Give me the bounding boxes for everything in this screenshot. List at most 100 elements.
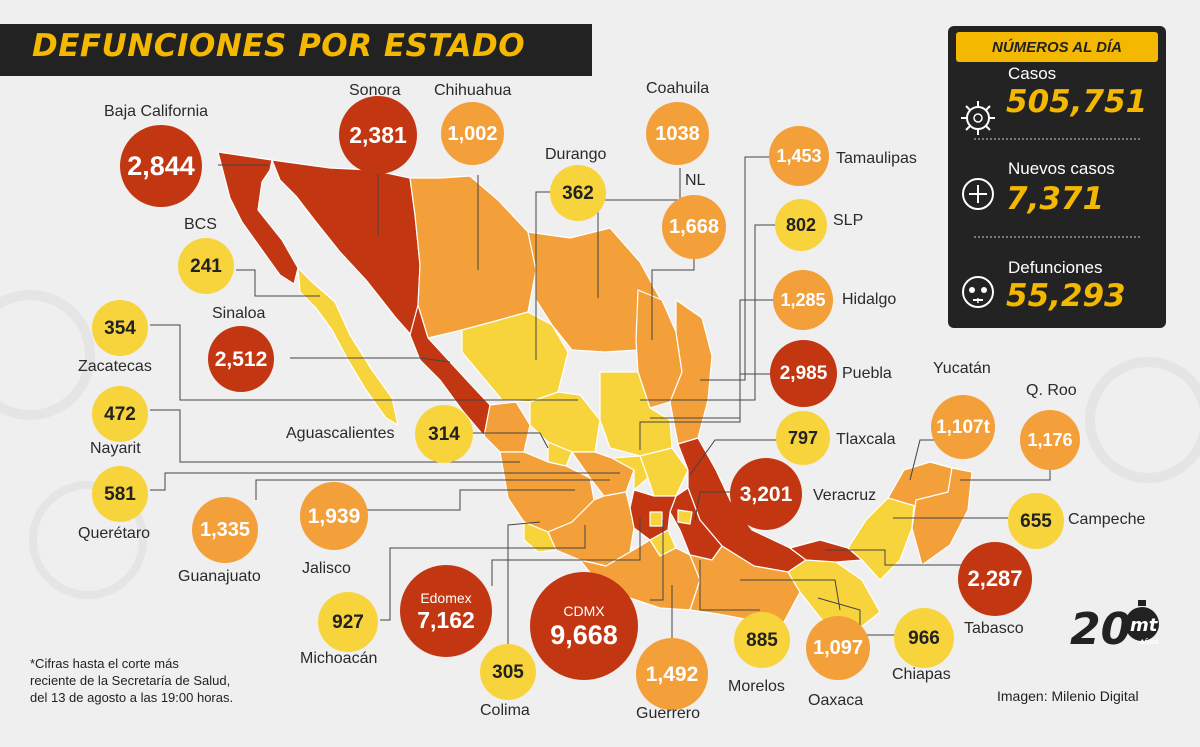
footnote-line: *Cifras hasta el corte más xyxy=(30,656,179,671)
state-value-oaxaca: 1,097 xyxy=(812,637,864,659)
stat-new-cases-label: Nuevos casos xyxy=(1008,159,1115,178)
bubble-yucat-n: 1,107t xyxy=(931,395,995,459)
stat-new-cases-value: 7,371 xyxy=(1006,181,1105,217)
state-value-guerrero: 1,492 xyxy=(645,662,699,686)
map-queretaro xyxy=(611,455,649,491)
bubble-quer-taro: 581 xyxy=(92,466,148,522)
state-value-yucat-n: 1,107t xyxy=(936,416,990,438)
bubble-slp: 802 xyxy=(775,199,827,251)
bubble-coahuila: 1038 xyxy=(646,102,709,165)
bubble-puebla: 2,985 xyxy=(770,340,837,407)
bubble-tabasco: 2,287 xyxy=(958,542,1032,616)
state-name-campeche: Campeche xyxy=(1068,511,1146,528)
state-name-michoac-n: Michoacán xyxy=(300,650,378,667)
title-bar: DEFUNCIONES POR ESTADO xyxy=(0,24,592,76)
map-baja-california xyxy=(217,151,299,285)
map-nayarit xyxy=(483,401,531,453)
stat-deaths-value: 55,293 xyxy=(1006,278,1126,314)
state-name-tamaulipas: Tamaulipas xyxy=(836,150,917,167)
state-name-guanajuato: Guanajuato xyxy=(178,568,261,585)
state-name-veracruz: Veracruz xyxy=(813,487,877,504)
state-value-durango: 362 xyxy=(562,182,594,204)
separator xyxy=(974,138,1140,140)
state-value-zacatecas: 354 xyxy=(104,317,136,339)
map-hidalgo xyxy=(639,447,689,497)
stat-deaths-label: Defunciones xyxy=(1008,258,1103,277)
state-name-nayarit: Nayarit xyxy=(90,440,141,457)
state-name-coahuila: Coahuila xyxy=(646,80,710,97)
bubble-edomex: Edomex 7,162 xyxy=(400,565,492,657)
state-name-cdmx: CDMX xyxy=(563,602,605,619)
bubble-campeche: 655 xyxy=(1008,493,1064,549)
state-value-tamaulipas: 1,453 xyxy=(776,146,822,166)
bubble-bcs: 241 xyxy=(178,238,234,294)
state-name-tlaxcala: Tlaxcala xyxy=(836,431,896,448)
state-name-oaxaca: Oaxaca xyxy=(808,692,864,709)
state-value-morelos: 885 xyxy=(746,629,778,651)
bubble-guanajuato: 1,335 xyxy=(192,497,258,563)
state-value-slp: 802 xyxy=(785,215,817,235)
stats-panel: NÚMEROS AL DÍA Casos 505,751 Nuevos caso… xyxy=(948,26,1166,328)
bubble-q-roo: 1,176 xyxy=(1020,410,1080,470)
state-value-bcs: 241 xyxy=(190,255,222,277)
logo-number: 20 xyxy=(1070,604,1131,654)
state-value-hidalgo: 1,285 xyxy=(780,290,826,310)
logo-brand: mt xyxy=(1130,615,1159,636)
state-value-sonora: 2,381 xyxy=(349,121,407,148)
state-name-chiapas: Chiapas xyxy=(892,666,951,683)
state-value-campeche: 655 xyxy=(1020,510,1052,532)
state-name-baja-california: Baja California xyxy=(104,103,209,120)
image-credit: Imagen: Milenio Digital xyxy=(997,688,1139,704)
state-name-edomex: Edomex xyxy=(420,589,472,606)
map-oaxaca xyxy=(689,545,801,623)
state-value-cdmx: 9,668 xyxy=(550,619,618,650)
state-name-chihuahua: Chihuahua xyxy=(434,82,512,99)
bubble-chiapas: 966 xyxy=(894,608,954,668)
state-name-durango: Durango xyxy=(545,146,607,163)
state-value-nayarit: 472 xyxy=(104,403,136,425)
bubble-durango: 362 xyxy=(550,165,606,221)
bubble-veracruz: 3,201 xyxy=(730,458,802,530)
state-value-aguascalientes: 314 xyxy=(428,423,460,445)
map-sonora xyxy=(271,159,429,346)
state-value-nl: 1,668 xyxy=(668,216,720,238)
state-value-sinaloa: 2,512 xyxy=(214,347,268,371)
state-name-puebla: Puebla xyxy=(842,365,892,382)
state-value-veracruz: 3,201 xyxy=(739,482,793,506)
state-name-morelos: Morelos xyxy=(728,678,785,695)
state-name-zacatecas: Zacatecas xyxy=(78,358,152,375)
state-name-q-roo: Q. Roo xyxy=(1026,382,1077,399)
state-name-hidalgo: Hidalgo xyxy=(842,291,897,308)
bubble-michoac-n: 927 xyxy=(318,592,378,652)
bubble-hidalgo: 1,285 xyxy=(773,270,833,330)
map-baja-california-sur xyxy=(297,267,399,426)
logo-years: AÑOS xyxy=(1140,639,1159,646)
states-layer xyxy=(217,151,973,629)
map-guanajuato xyxy=(571,451,635,497)
milenio-20-years-logo: 20 mt AÑOS xyxy=(1070,600,1159,654)
background-virus-decoration xyxy=(0,290,1200,599)
bubble-cdmx: CDMX 9,668 xyxy=(530,572,638,680)
state-value-puebla: 2,985 xyxy=(779,363,828,384)
skull-icon xyxy=(962,276,994,308)
state-value-edomex: 7,162 xyxy=(417,606,475,633)
state-value-coahuila: 1038 xyxy=(655,122,700,145)
map-cdmx xyxy=(649,511,663,527)
bubble-sinaloa: 2,512 xyxy=(208,326,274,392)
map-tlaxcala xyxy=(677,509,693,525)
state-value-jalisco: 1,939 xyxy=(307,504,361,528)
state-name-bcs: BCS xyxy=(184,216,217,233)
bubble-aguascalientes: 314 xyxy=(415,405,473,463)
panel-title: NÚMEROS AL DÍA xyxy=(956,32,1158,62)
map-chihuahua xyxy=(409,175,537,339)
state-value-michoac-n: 927 xyxy=(332,611,364,633)
bubble-chihuahua: 1,002 xyxy=(441,102,504,165)
state-name-slp: SLP xyxy=(833,212,864,229)
bubble-jalisco: 1,939 xyxy=(300,482,368,550)
bubble-nayarit: 472 xyxy=(92,386,148,442)
state-value-chihuahua: 1,002 xyxy=(447,122,498,145)
state-value-guanajuato: 1,335 xyxy=(199,519,251,541)
state-value-colima: 305 xyxy=(492,661,524,683)
state-name-jalisco: Jalisco xyxy=(302,560,351,577)
separator xyxy=(974,236,1140,238)
